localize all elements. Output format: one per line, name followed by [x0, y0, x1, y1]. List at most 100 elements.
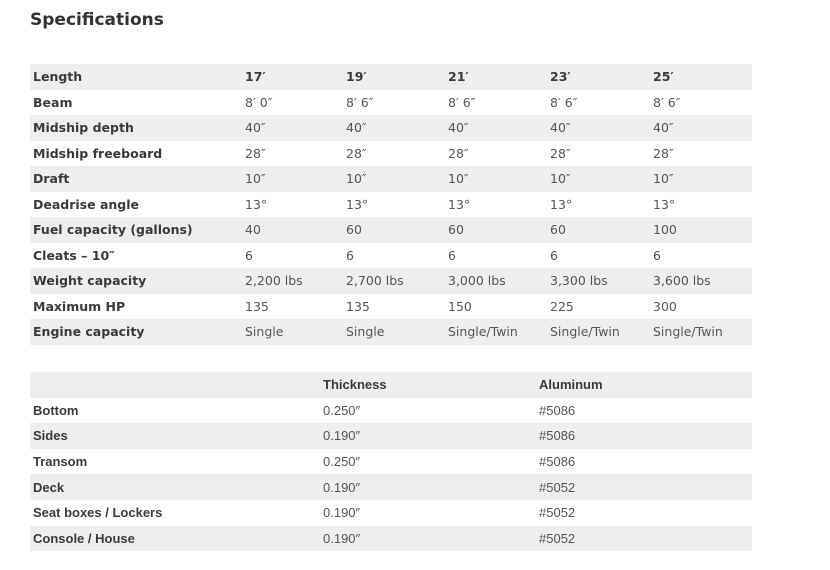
cell-value: 28″: [448, 145, 469, 161]
cell-value: 10″: [346, 171, 367, 187]
cell-value: 13°: [448, 196, 471, 212]
cell-value: 8′ 6″: [448, 94, 476, 110]
row-label: Deadrise angle: [33, 196, 139, 212]
cell-value: 13°: [653, 196, 676, 212]
header-cell: 17′: [245, 69, 266, 85]
table-row: Deck 0.190″ #5052: [30, 474, 752, 500]
cell-value: 100: [653, 222, 677, 238]
row-label: Sides: [33, 428, 68, 444]
row-label: Deck: [33, 479, 65, 495]
header-cell: Thickness: [323, 377, 387, 393]
cell-value: 0.250″: [323, 454, 361, 470]
cell-value: 0.190″: [323, 428, 361, 444]
cell-value: 10″: [550, 171, 571, 187]
cell-value: Single/Twin: [550, 324, 620, 340]
cell-value: 10″: [653, 171, 674, 187]
header-cell: Length: [33, 69, 83, 85]
table-row: Deadrise angle 13° 13° 13° 13° 13°: [30, 192, 752, 218]
cell-value: Single/Twin: [653, 324, 723, 340]
cell-value: 2,200 lbs: [245, 273, 303, 289]
cell-value: 135: [346, 298, 370, 314]
table-row: Maximum HP 135 135 150 225 300: [30, 294, 752, 320]
cell-value: Single/Twin: [448, 324, 518, 340]
cell-value: 8′ 0″: [245, 94, 273, 110]
cell-value: 300: [653, 298, 677, 314]
cell-value: 150: [448, 298, 472, 314]
cell-value: 10″: [448, 171, 469, 187]
row-label: Midship depth: [33, 120, 134, 136]
cell-value: Single: [346, 324, 385, 340]
cell-value: 6: [448, 247, 456, 263]
cell-value: 135: [245, 298, 269, 314]
table-row: Midship depth 40″ 40″ 40″ 40″ 40″: [30, 115, 752, 141]
cell-value: 10″: [245, 171, 266, 187]
table-row: Fuel capacity (gallons) 40 60 60 60 100: [30, 217, 752, 243]
materials-header-row: Thickness Aluminum: [30, 372, 752, 398]
cell-value: 0.190″: [323, 505, 361, 521]
header-cell: 25′: [653, 69, 674, 85]
row-label: Console / House: [33, 530, 135, 546]
cell-value: 225: [550, 298, 574, 314]
cell-value: 13°: [245, 196, 268, 212]
cell-value: 13°: [550, 196, 573, 212]
cell-value: 3,300 lbs: [550, 273, 608, 289]
table-row: Sides 0.190″ #5086: [30, 423, 752, 449]
cell-value: 3,600 lbs: [653, 273, 711, 289]
row-label: Maximum HP: [33, 298, 126, 314]
cell-value: 0.190″: [323, 530, 361, 546]
cell-value: 28″: [653, 145, 674, 161]
cell-value: #5052: [539, 505, 576, 521]
header-cell: 23′: [550, 69, 571, 85]
cell-value: 60: [448, 222, 464, 238]
cell-value: 40″: [346, 120, 367, 136]
cell-value: 40″: [448, 120, 469, 136]
cell-value: #5052: [539, 479, 576, 495]
table-row: Weight capacity 2,200 lbs 2,700 lbs 3,000 l…: [30, 268, 752, 294]
cell-value: 8′ 6″: [653, 94, 681, 110]
cell-value: Single: [245, 324, 284, 340]
cell-value: 40″: [653, 120, 674, 136]
cell-value: 28″: [550, 145, 571, 161]
page-title: Specifications: [30, 10, 164, 30]
materials-table: Thickness Aluminum Bottom 0.250″ #5086 Sides 0…: [30, 372, 752, 552]
cell-value: 6: [550, 247, 558, 263]
cell-value: 0.250″: [323, 402, 361, 418]
header-cell: Aluminum: [539, 377, 603, 393]
header-cell: 19′: [346, 69, 367, 85]
header-cell: [30, 372, 320, 398]
table-row: Midship freeboard 28″ 28″ 28″ 28″ 28″: [30, 141, 752, 167]
specs-header-row: Length 17′ 19′ 21′ 23′ 25′: [30, 64, 752, 90]
table-row: Console / House 0.190″ #5052: [30, 525, 752, 552]
row-label: Bottom: [33, 402, 79, 418]
table-row: Draft 10″ 10″ 10″ 10″ 10″: [30, 166, 752, 192]
cell-value: 60: [550, 222, 566, 238]
cell-value: 13°: [346, 196, 369, 212]
cell-value: 2,700 lbs: [346, 273, 404, 289]
cell-value: 40: [245, 222, 261, 238]
table-row: Cleats – 10″ 6 6 6 6 6: [30, 243, 752, 269]
cell-value: 28″: [346, 145, 367, 161]
row-label: Cleats – 10″: [33, 247, 115, 263]
row-label: Draft: [33, 171, 70, 187]
cell-value: 8′ 6″: [550, 94, 578, 110]
table-row: Transom 0.250″ #5086: [30, 449, 752, 475]
cell-value: 3,000 lbs: [448, 273, 506, 289]
table-row: Beam 8′ 0″ 8′ 6″ 8′ 6″ 8′ 6″ 8′ 6″: [30, 90, 752, 116]
table-row: Engine capacity Single Single Single/Twin Si…: [30, 319, 752, 345]
cell-value: 40″: [550, 120, 571, 136]
row-label: Beam: [33, 94, 73, 110]
specifications-table: Length 17′ 19′ 21′ 23′ 25′ Beam 8′ 0″ 8′ 6″ 8′ 6″…: [30, 64, 752, 345]
row-label: Weight capacity: [33, 273, 147, 289]
cell-value: #5086: [539, 454, 576, 470]
cell-value: #5086: [539, 402, 576, 418]
cell-value: #5086: [539, 428, 576, 444]
table-row: Seat boxes / Lockers 0.190″ #5052: [30, 500, 752, 526]
cell-value: 6: [653, 247, 661, 263]
cell-value: 6: [346, 247, 354, 263]
cell-value: 40″: [245, 120, 266, 136]
cell-value: 6: [245, 247, 253, 263]
header-cell: 21′: [448, 69, 469, 85]
cell-value: 60: [346, 222, 362, 238]
cell-value: 8′ 6″: [346, 94, 374, 110]
row-label: Seat boxes / Lockers: [33, 505, 163, 521]
